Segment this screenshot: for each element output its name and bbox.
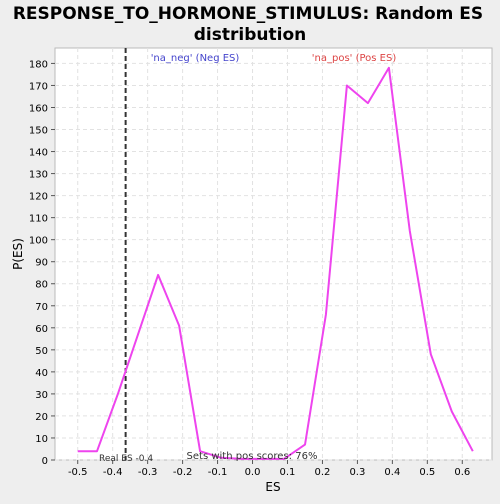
pos-scores-annotation: Sets with pos scores: 76% <box>187 451 318 462</box>
y-tick-label: 110 <box>29 214 48 225</box>
y-tick-label: 100 <box>29 236 48 247</box>
y-tick-label: 30 <box>35 390 48 401</box>
y-tick-label: 140 <box>29 148 48 159</box>
x-tick-label: 0.0 <box>245 467 261 478</box>
pos-es-annotation: 'na_pos' (Pos ES) <box>312 53 397 64</box>
grid-lines <box>55 48 492 461</box>
real-es-label: Real ES -0.4 <box>99 454 153 464</box>
y-tick-label: 90 <box>35 258 48 269</box>
y-tick-label: 170 <box>29 81 48 92</box>
random-es-series-line <box>77 66 474 460</box>
y-tick-label: 160 <box>29 103 48 114</box>
y-tick-label: 130 <box>29 170 48 181</box>
y-tick-label: 180 <box>29 59 48 70</box>
y-tick-label: 10 <box>35 434 48 445</box>
y-axis-ticks: 0 10 20 30 40 50 60 70 80 90 100 110 120 130 140 150 160… <box>29 59 55 467</box>
x-axis-label: ES <box>265 480 280 494</box>
x-tick-label: -0.1 <box>208 467 228 478</box>
x-tick-label: 0.5 <box>419 467 435 478</box>
y-tick-label: 50 <box>35 346 48 357</box>
y-tick-label: 40 <box>35 368 48 379</box>
y-tick-label: 20 <box>35 412 48 423</box>
plot-area <box>54 47 493 461</box>
x-tick-label: 0.3 <box>349 467 365 478</box>
x-tick-label: -0.3 <box>138 467 158 478</box>
x-tick-label: -0.2 <box>173 467 193 478</box>
chart-title-line1: RESPONSE_TO_HORMONE_STIMULUS: Random ES <box>13 4 483 24</box>
y-axis-label: P(ES) <box>11 238 25 270</box>
x-tick-label: -0.5 <box>68 467 88 478</box>
x-tick-label: 0.1 <box>280 467 296 478</box>
y-tick-label: 0 <box>42 456 48 467</box>
y-tick-label: 80 <box>35 280 48 291</box>
y-tick-label: 70 <box>35 302 48 313</box>
chart-title-line2: distribution <box>194 25 306 45</box>
y-tick-label: 120 <box>29 192 48 203</box>
x-tick-label: 0.2 <box>314 467 330 478</box>
y-tick-label: 60 <box>35 324 48 335</box>
x-tick-label: 0.6 <box>454 467 470 478</box>
x-tick-label: -0.4 <box>103 467 123 478</box>
x-tick-label: 0.4 <box>384 467 400 478</box>
y-tick-label: 150 <box>29 126 48 137</box>
x-axis-ticks: -0.5 -0.4 -0.3 -0.2 -0.1 0.0 0.1 0.2 0.3 0.4 0.5 0.… <box>68 460 470 478</box>
neg-es-annotation: 'na_neg' (Neg ES) <box>151 53 240 64</box>
